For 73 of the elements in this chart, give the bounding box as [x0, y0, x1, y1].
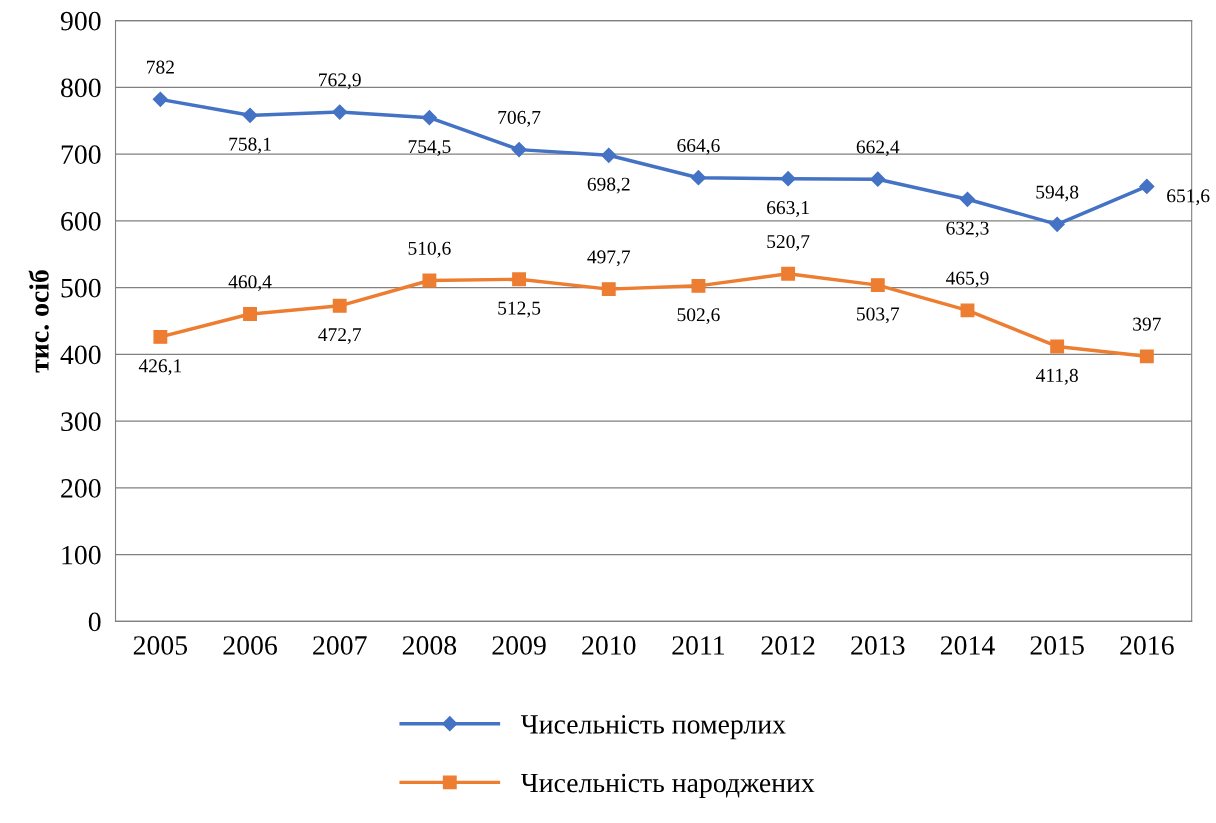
x-tick-label: 2006: [223, 636, 277, 655]
point: [332, 104, 348, 120]
y-tick-label: 200: [61, 479, 101, 498]
point: [601, 282, 616, 297]
point: [601, 147, 617, 163]
x-tick-label: 2007: [313, 636, 367, 655]
data-label: 782: [147, 60, 174, 74]
data-label: 594,8: [1036, 185, 1079, 202]
point: [1139, 178, 1155, 194]
data-label: 762,9: [319, 73, 361, 90]
point: [422, 273, 437, 288]
point: [153, 329, 168, 344]
x-tick-label: 2008: [402, 636, 457, 655]
point: [959, 191, 976, 207]
point: [870, 171, 886, 187]
point: [243, 307, 257, 321]
data-label: 502,6: [677, 308, 720, 325]
data-label: 465,9: [945, 271, 989, 288]
x-tick-label: 2016: [1120, 636, 1174, 655]
point: [781, 266, 796, 281]
data-label: 426,1: [138, 359, 182, 376]
point: [1049, 216, 1065, 232]
point: [780, 171, 796, 187]
y-tick-label: 300: [61, 412, 101, 432]
data-label: 460,4: [228, 275, 272, 292]
data-label: 497,7: [587, 250, 631, 267]
data-label: 698,2: [587, 177, 630, 194]
data-label: 411,8: [1036, 368, 1078, 385]
point: [242, 107, 258, 123]
x-tick-label: 2014: [940, 636, 995, 655]
point: [332, 298, 347, 313]
x-tick-label: 2009: [492, 636, 546, 655]
x-tick-label: 2010: [582, 636, 636, 655]
data-label: 758,1: [229, 137, 271, 154]
data-label: 472,7: [318, 328, 362, 345]
legend-label: Чисельність народжених: [520, 773, 815, 798]
x-tick-label: 2013: [851, 636, 905, 655]
point: [691, 278, 706, 293]
data-label: 664,6: [677, 138, 720, 155]
data-label: 706,7: [498, 110, 541, 127]
point: [1139, 349, 1154, 364]
y-tick-label: 800: [61, 78, 101, 98]
point: [511, 142, 527, 158]
y-tick-label: 100: [62, 545, 101, 565]
x-tick-label: 2012: [761, 636, 815, 655]
x-tick-label: 2015: [1030, 636, 1084, 655]
point: [1050, 339, 1065, 354]
x-tick-label: 2011: [672, 636, 725, 655]
y-tick-label: 0: [88, 612, 101, 632]
data-label: 662,4: [856, 140, 900, 157]
point: [870, 278, 885, 293]
point: [152, 91, 168, 107]
x-tick-label: 2005: [133, 636, 188, 655]
data-label: 754,5: [408, 140, 451, 156]
data-label: 512,5: [498, 301, 541, 318]
y-tick-label: 900: [60, 11, 101, 31]
data-label: 663,1: [767, 201, 809, 217]
data-label: 520,7: [767, 234, 810, 251]
data-label: 510,6: [408, 241, 451, 258]
y-tick-label: 500: [61, 278, 101, 298]
data-label: 651,6: [1167, 189, 1210, 206]
point: [960, 303, 975, 318]
data-label: 632,3: [946, 221, 989, 238]
point: [421, 110, 437, 126]
y-tick-label: 700: [61, 145, 101, 164]
data-label: 503,7: [857, 307, 900, 324]
data-label: 397: [1133, 317, 1161, 331]
point: [512, 272, 527, 287]
y-tick-label: 400: [60, 345, 101, 365]
point: [690, 170, 707, 186]
legend-label: Чисельність померлих: [520, 715, 786, 740]
y-axis-title: тис. осіб: [28, 270, 49, 373]
y-tick-label: 600: [61, 212, 101, 231]
